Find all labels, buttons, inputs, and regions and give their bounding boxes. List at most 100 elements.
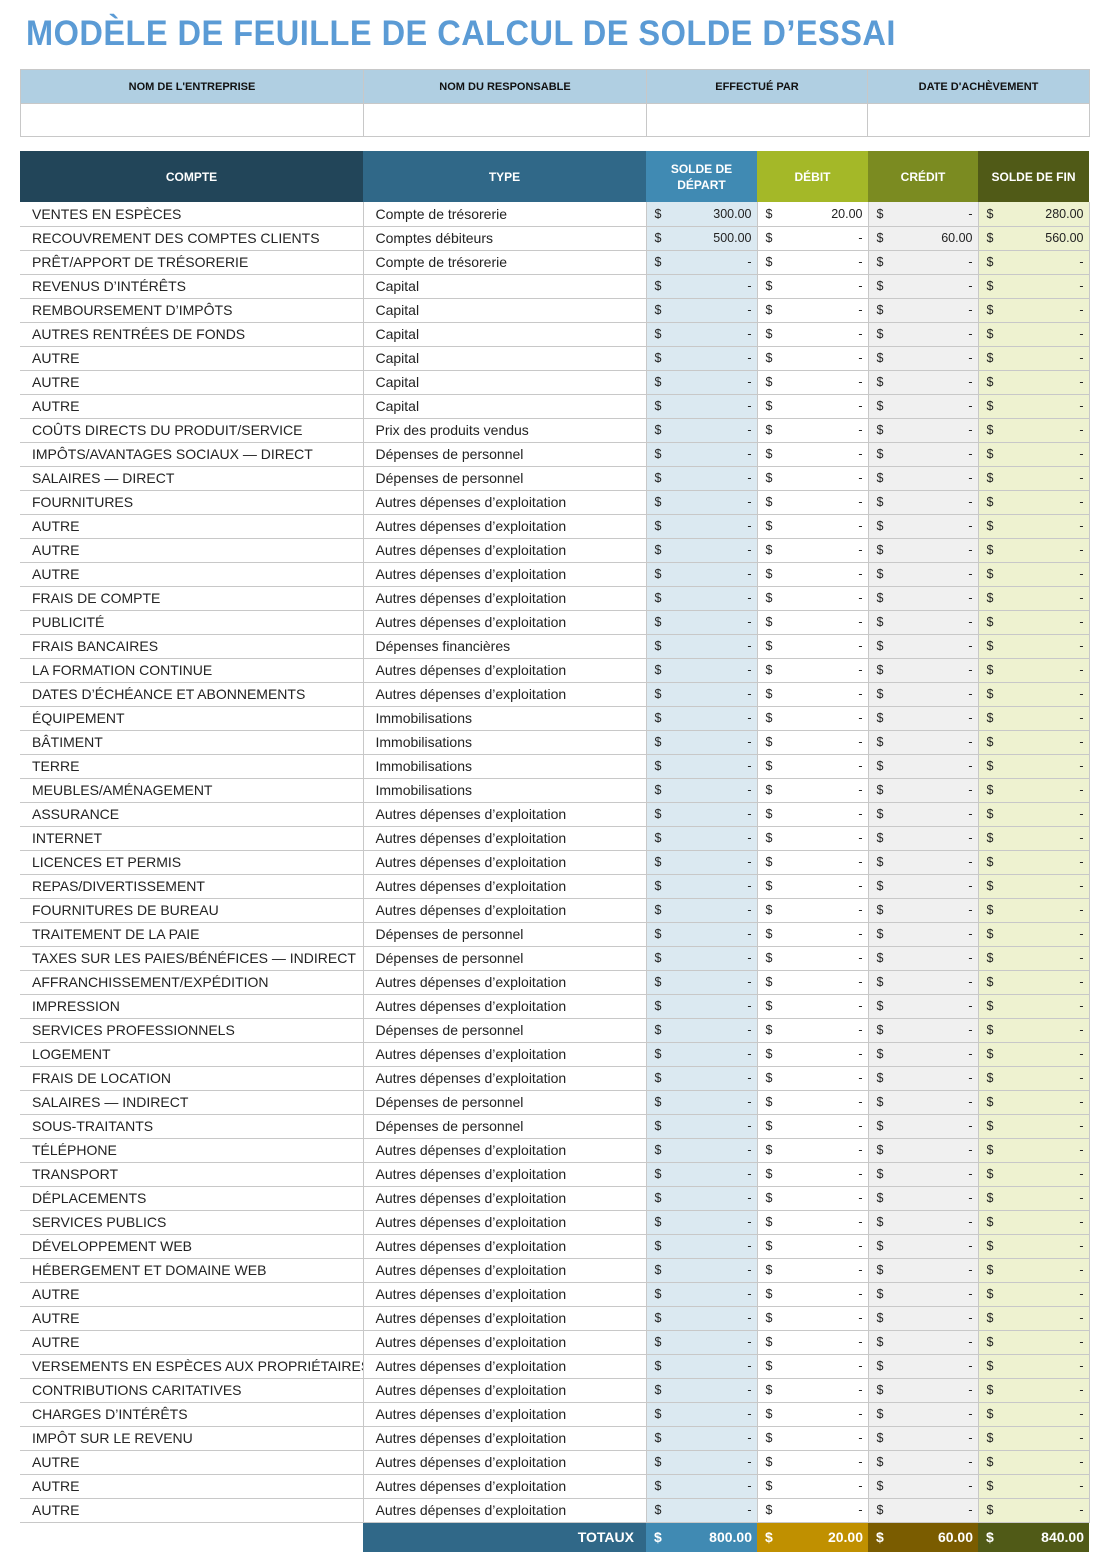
start-balance-cell[interactable]: $ - bbox=[646, 1330, 758, 1355]
type-cell[interactable]: Compte de trésorerie bbox=[363, 250, 647, 275]
account-cell[interactable]: ASSURANCE bbox=[20, 802, 364, 827]
account-cell[interactable]: IMPÔT SUR LE REVENU bbox=[20, 1426, 364, 1451]
type-cell[interactable]: Capital bbox=[363, 370, 647, 395]
type-cell[interactable]: Autres dépenses d’exploitation bbox=[363, 610, 647, 635]
debit-cell[interactable]: $ - bbox=[757, 1450, 869, 1475]
end-balance-cell[interactable]: $ - bbox=[978, 826, 1090, 851]
credit-cell[interactable]: $ - bbox=[868, 586, 979, 611]
end-balance-cell[interactable]: $ - bbox=[978, 1114, 1090, 1139]
account-cell[interactable]: CHARGES D’INTÉRÊTS bbox=[20, 1402, 364, 1427]
account-cell[interactable]: AUTRE bbox=[20, 1498, 364, 1523]
account-cell[interactable]: MEUBLES/AMÉNAGEMENT bbox=[20, 778, 364, 803]
type-cell[interactable]: Autres dépenses d’exploitation bbox=[363, 802, 647, 827]
debit-cell[interactable]: $ - bbox=[757, 538, 869, 563]
credit-cell[interactable]: $ - bbox=[868, 946, 979, 971]
end-balance-cell[interactable]: $ - bbox=[978, 514, 1090, 539]
end-balance-cell[interactable]: $ - bbox=[978, 658, 1090, 683]
type-cell[interactable]: Autres dépenses d’exploitation bbox=[363, 1162, 647, 1187]
start-balance-cell[interactable]: $ - bbox=[646, 970, 758, 995]
account-cell[interactable]: AFFRANCHISSEMENT/EXPÉDITION bbox=[20, 970, 364, 995]
debit-cell[interactable]: $ - bbox=[757, 1258, 869, 1283]
debit-cell[interactable]: $ - bbox=[757, 394, 869, 419]
end-balance-cell[interactable]: $ - bbox=[978, 1498, 1090, 1523]
account-cell[interactable]: AUTRE bbox=[20, 394, 364, 419]
start-balance-cell[interactable]: $ - bbox=[646, 466, 758, 491]
account-cell[interactable]: LOGEMENT bbox=[20, 1042, 364, 1067]
account-cell[interactable]: DÉVELOPPEMENT WEB bbox=[20, 1234, 364, 1259]
credit-cell[interactable]: $ - bbox=[868, 322, 979, 347]
debit-cell[interactable]: $ - bbox=[757, 490, 869, 515]
start-balance-cell[interactable]: $ - bbox=[646, 370, 758, 395]
start-balance-cell[interactable]: $ - bbox=[646, 1090, 758, 1115]
debit-cell[interactable]: $ - bbox=[757, 466, 869, 491]
credit-cell[interactable]: $ - bbox=[868, 1162, 979, 1187]
end-balance-cell[interactable]: $ - bbox=[978, 1258, 1090, 1283]
start-balance-cell[interactable]: $ - bbox=[646, 1474, 758, 1499]
debit-cell[interactable]: $ - bbox=[757, 610, 869, 635]
debit-cell[interactable]: $ - bbox=[757, 994, 869, 1019]
type-cell[interactable]: Autres dépenses d’exploitation bbox=[363, 1426, 647, 1451]
credit-cell[interactable]: $ - bbox=[868, 1402, 979, 1427]
end-balance-cell[interactable]: $ - bbox=[978, 1138, 1090, 1163]
credit-cell[interactable]: $ - bbox=[868, 658, 979, 683]
manager-name-cell[interactable] bbox=[363, 103, 647, 137]
end-balance-cell[interactable]: $ - bbox=[978, 1066, 1090, 1091]
credit-cell[interactable]: $ - bbox=[868, 634, 979, 659]
type-cell[interactable]: Autres dépenses d’exploitation bbox=[363, 1258, 647, 1283]
end-balance-cell[interactable]: $ - bbox=[978, 298, 1090, 323]
type-cell[interactable]: Autres dépenses d’exploitation bbox=[363, 1402, 647, 1427]
start-balance-cell[interactable]: $500.00 bbox=[646, 226, 758, 251]
debit-cell[interactable]: $ - bbox=[757, 370, 869, 395]
start-balance-cell[interactable]: $ - bbox=[646, 658, 758, 683]
end-balance-cell[interactable]: $ - bbox=[978, 682, 1090, 707]
type-cell[interactable]: Autres dépenses d’exploitation bbox=[363, 1282, 647, 1307]
end-balance-cell[interactable]: $ - bbox=[978, 1162, 1090, 1187]
start-balance-cell[interactable]: $ - bbox=[646, 1426, 758, 1451]
type-cell[interactable]: Autres dépenses d’exploitation bbox=[363, 898, 647, 923]
end-balance-cell[interactable]: $560.00 bbox=[978, 226, 1090, 251]
type-cell[interactable]: Autres dépenses d’exploitation bbox=[363, 1330, 647, 1355]
start-balance-cell[interactable]: $ - bbox=[646, 610, 758, 635]
account-cell[interactable]: SALAIRES — DIRECT bbox=[20, 466, 364, 491]
account-cell[interactable]: FOURNITURES DE BUREAU bbox=[20, 898, 364, 923]
credit-cell[interactable]: $ - bbox=[868, 922, 979, 947]
start-balance-cell[interactable]: $ - bbox=[646, 1042, 758, 1067]
credit-cell[interactable]: $ - bbox=[868, 1114, 979, 1139]
debit-cell[interactable]: $ - bbox=[757, 1282, 869, 1307]
type-cell[interactable]: Dépenses de personnel bbox=[363, 922, 647, 947]
start-balance-cell[interactable]: $ - bbox=[646, 946, 758, 971]
start-balance-cell[interactable]: $ - bbox=[646, 1186, 758, 1211]
type-cell[interactable]: Autres dépenses d’exploitation bbox=[363, 1066, 647, 1091]
debit-cell[interactable]: $ - bbox=[757, 706, 869, 731]
end-balance-cell[interactable]: $ - bbox=[978, 1354, 1090, 1379]
account-cell[interactable]: COÛTS DIRECTS DU PRODUIT/SERVICE bbox=[20, 418, 364, 443]
account-cell[interactable]: FRAIS BANCAIRES bbox=[20, 634, 364, 659]
type-cell[interactable]: Dépenses financières bbox=[363, 634, 647, 659]
end-balance-cell[interactable]: $ - bbox=[978, 970, 1090, 995]
credit-cell[interactable]: $ - bbox=[868, 346, 979, 371]
credit-cell[interactable]: $ - bbox=[868, 1018, 979, 1043]
account-cell[interactable]: TRAITEMENT DE LA PAIE bbox=[20, 922, 364, 947]
debit-cell[interactable]: $ - bbox=[757, 754, 869, 779]
credit-cell[interactable]: $ - bbox=[868, 1426, 979, 1451]
type-cell[interactable]: Compte de trésorerie bbox=[363, 202, 647, 227]
end-balance-cell[interactable]: $ - bbox=[978, 1450, 1090, 1475]
debit-cell[interactable]: $ - bbox=[757, 1498, 869, 1523]
credit-cell[interactable]: $ - bbox=[868, 970, 979, 995]
debit-cell[interactable]: $ - bbox=[757, 634, 869, 659]
credit-cell[interactable]: $ - bbox=[868, 1258, 979, 1283]
start-balance-cell[interactable]: $ - bbox=[646, 250, 758, 275]
credit-cell[interactable]: $ - bbox=[868, 1066, 979, 1091]
type-cell[interactable]: Autres dépenses d’exploitation bbox=[363, 562, 647, 587]
account-cell[interactable]: REVENUS D’INTÉRÊTS bbox=[20, 274, 364, 299]
type-cell[interactable]: Dépenses de personnel bbox=[363, 442, 647, 467]
start-balance-cell[interactable]: $ - bbox=[646, 898, 758, 923]
debit-cell[interactable]: $ - bbox=[757, 1114, 869, 1139]
credit-cell[interactable]: $ - bbox=[868, 1138, 979, 1163]
end-balance-cell[interactable]: $ - bbox=[978, 898, 1090, 923]
account-cell[interactable]: AUTRE bbox=[20, 562, 364, 587]
end-balance-cell[interactable]: $ - bbox=[978, 874, 1090, 899]
start-balance-cell[interactable]: $ - bbox=[646, 1354, 758, 1379]
start-balance-cell[interactable]: $ - bbox=[646, 274, 758, 299]
end-balance-cell[interactable]: $ - bbox=[978, 322, 1090, 347]
